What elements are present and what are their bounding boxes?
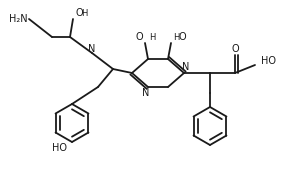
Text: N: N	[88, 44, 96, 54]
Text: H₂N: H₂N	[9, 14, 28, 24]
Text: O: O	[178, 32, 186, 42]
Text: O: O	[75, 8, 83, 18]
Text: HO: HO	[52, 143, 67, 153]
Text: O: O	[231, 44, 239, 54]
Text: H: H	[173, 32, 179, 41]
Text: H: H	[81, 9, 87, 18]
Text: N: N	[142, 88, 150, 98]
Text: O: O	[135, 32, 143, 42]
Text: HO: HO	[261, 56, 276, 66]
Text: N: N	[182, 62, 190, 72]
Text: H: H	[149, 32, 155, 41]
